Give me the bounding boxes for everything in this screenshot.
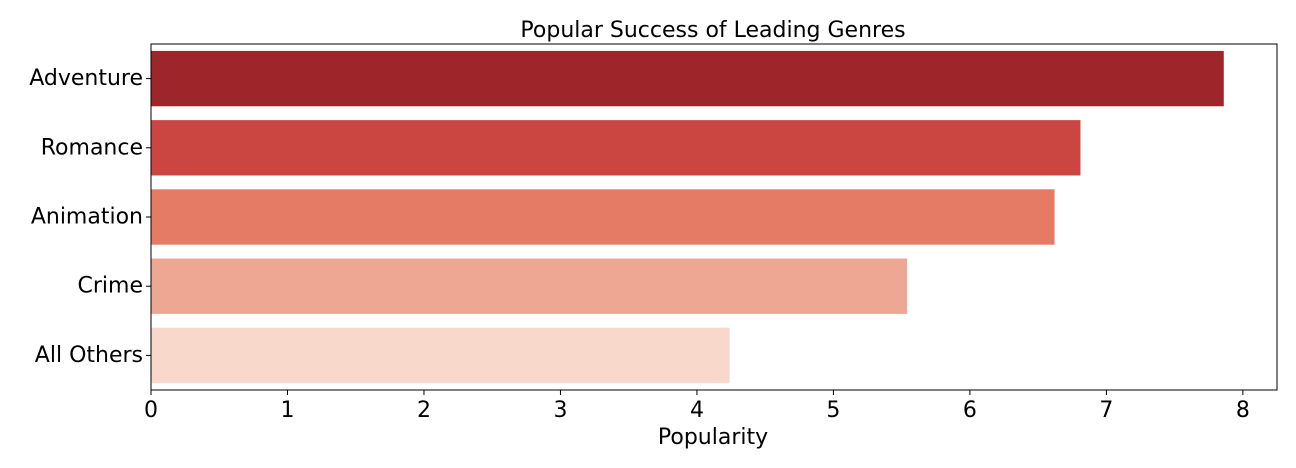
x-tick-label: 2 [417, 398, 431, 423]
x-tick-label: 5 [826, 398, 840, 423]
y-tick-label: Animation [31, 205, 143, 230]
plot-frame [150, 43, 1278, 391]
x-tick-label: 6 [963, 398, 977, 423]
x-tick-label: 3 [553, 398, 567, 423]
y-axis: Adventure Romance Animation Crime All Others [29, 66, 151, 368]
bar-romance [151, 120, 1081, 176]
y-tick-label: Adventure [29, 66, 143, 91]
bars-group [151, 50, 1224, 384]
bar-all-others [151, 327, 730, 384]
y-tick-label: All Others [35, 343, 143, 368]
x-tick-label: 7 [1099, 398, 1113, 423]
bar-crime [151, 258, 908, 314]
x-axis: 0 1 2 3 4 5 6 7 8 [144, 390, 1250, 423]
bar-animation [151, 189, 1055, 245]
x-tick-label: 0 [144, 398, 158, 423]
x-tick-label: 8 [1236, 398, 1250, 423]
bar-adventure [151, 50, 1224, 107]
x-axis-title: Popularity [658, 425, 768, 450]
y-tick-label: Romance [41, 135, 143, 160]
y-tick-label: Crime [78, 274, 143, 299]
x-tick-label: 4 [690, 398, 704, 423]
x-tick-label: 1 [280, 398, 294, 423]
chart-title: Popular Success of Leading Genres [520, 18, 905, 43]
